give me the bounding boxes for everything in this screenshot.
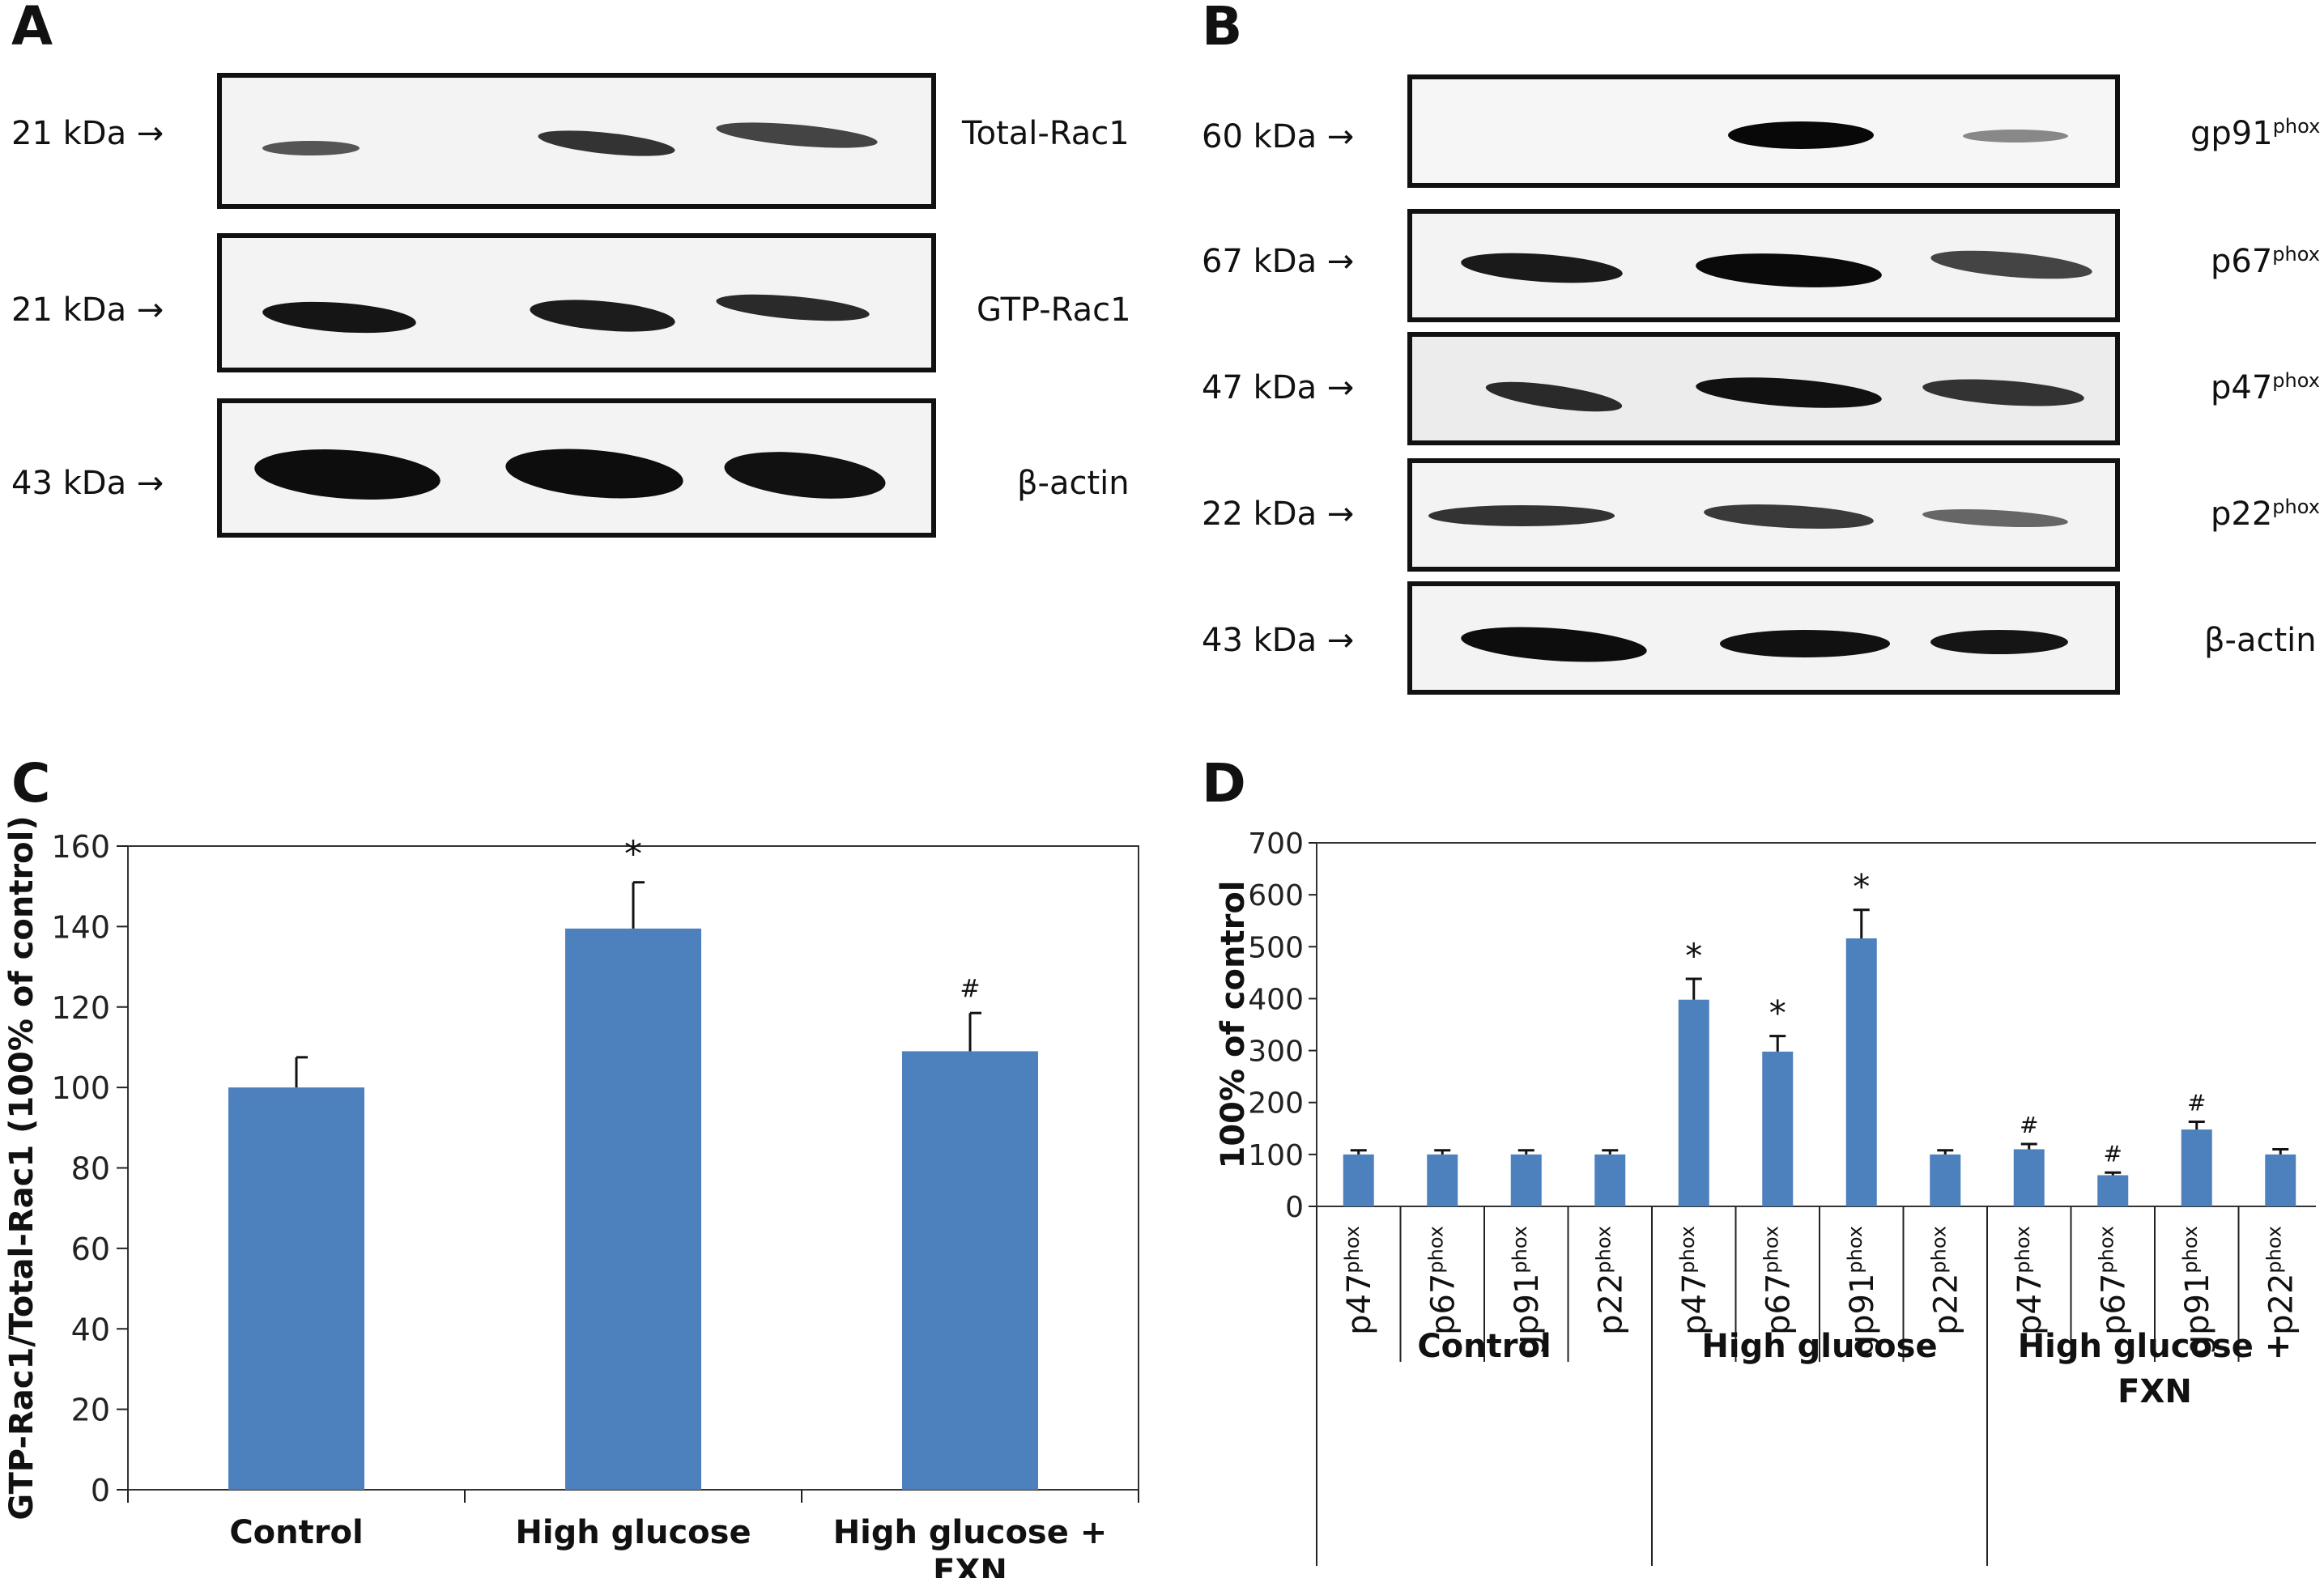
y-tick-label: 160: [51, 829, 110, 865]
y-tick-label: 100: [1248, 1139, 1304, 1172]
blot-a-3-kda: 43 kDa →: [11, 465, 164, 502]
blot-b-p47phox: [1407, 332, 2120, 445]
significance-marker: *: [624, 834, 642, 875]
y-tick-label: 0: [91, 1473, 110, 1508]
y-tick-label: 400: [1248, 983, 1304, 1016]
blot-b-3-label: p47phox: [2211, 369, 2320, 406]
bar: [1845, 938, 1877, 1206]
blot-b-p67phox: [1407, 209, 2120, 322]
blot-a-1-label: Total-Rac1: [962, 115, 1130, 152]
x-category-label: High glucose + FXN: [833, 1514, 1108, 1578]
chart-c: 0 20 40 60 80 100 120 140 160 GTP-Rac1/Total-Rac1…: [3, 815, 1139, 1578]
panel-letter-d: D: [1202, 752, 1246, 815]
bar: [1510, 1154, 1542, 1206]
x-subcategory-label: gp91phox: [1509, 1226, 1546, 1355]
blot-b-2-kda: 67 kDa →: [1202, 243, 1355, 280]
x-subcategory-label: p47phox: [1341, 1226, 1378, 1335]
bar: [2097, 1175, 2129, 1206]
y-tick-label: 140: [51, 909, 110, 945]
blot-b-gp91phox: [1407, 74, 2120, 188]
blot-b-4-kda: 22 kDa →: [1202, 496, 1355, 533]
bar: [228, 1087, 364, 1490]
y-tick-label: 60: [71, 1231, 110, 1267]
x-subcategory-label: p67phox: [1760, 1226, 1797, 1335]
x-subcategory-label: p67phox: [1424, 1226, 1462, 1335]
significance-marker: *: [1769, 993, 1786, 1033]
bar: [1678, 999, 1709, 1206]
significance-marker: #: [2187, 1089, 2206, 1116]
y-tick-label: 200: [1248, 1087, 1304, 1121]
bar: [1343, 1154, 1374, 1206]
y-tick-label: 700: [1248, 827, 1304, 861]
y-tick-label: 120: [51, 990, 110, 1026]
blot-b-4-label: p22phox: [2211, 496, 2320, 533]
bar: [1762, 1051, 1794, 1206]
blot-b-5-kda: 43 kDa →: [1202, 622, 1355, 659]
plot-frame: [1316, 842, 2316, 1207]
blot-a-3-label: β-actin: [1017, 465, 1130, 502]
significance-marker: #: [2020, 1112, 2038, 1138]
y-axis-label: 100% of control: [1215, 880, 1252, 1168]
panel-letter-a: A: [11, 0, 53, 57]
blot-a-1-kda: 21 kDa →: [11, 115, 164, 152]
x-subcategory-label: p22phox: [1592, 1226, 1629, 1335]
panel-letter-c: C: [11, 752, 51, 815]
x-subcategory-label: p22phox: [2262, 1226, 2300, 1335]
y-tick-label: 0: [1285, 1191, 1304, 1224]
significance-marker: *: [1853, 867, 1870, 907]
y-axis-label: GTP-Rac1/Total-Rac1 (100% of control): [3, 815, 40, 1520]
y-tick-label: 100: [51, 1070, 110, 1106]
bar: [1930, 1154, 1961, 1206]
x-group-label: High glucose + FXN: [2018, 1328, 2292, 1410]
significance-marker: #: [960, 975, 980, 1003]
blot-a-total-rac1: [217, 73, 936, 209]
bar: [1427, 1154, 1458, 1206]
x-subcategory-label: p47phox: [2011, 1226, 2049, 1335]
x-group-label: High glucose: [1701, 1328, 1937, 1365]
x-subcategory-label: gp91phox: [1844, 1226, 1881, 1355]
chart-d: 0 100 200 300 400 500 600 700 100% of control p47…: [1215, 827, 2316, 1566]
y-tick-label: 40: [71, 1312, 110, 1347]
y-tick-label: 20: [71, 1393, 110, 1428]
bar: [2013, 1149, 2045, 1206]
bar: [565, 928, 701, 1490]
bar: [1594, 1154, 1626, 1206]
bar: [902, 1051, 1038, 1490]
x-category-label: High glucose: [515, 1514, 751, 1551]
panel-letter-b: B: [1202, 0, 1243, 57]
bar: [2265, 1154, 2296, 1206]
blot-b-1-kda: 60 kDa →: [1202, 118, 1355, 155]
y-tick-label: 80: [71, 1151, 110, 1187]
x-subcategory-label: p22phox: [1927, 1226, 1964, 1335]
y-tick-label: 500: [1248, 931, 1304, 964]
y-tick-label: 600: [1248, 879, 1304, 912]
significance-marker: *: [1685, 936, 1702, 976]
blot-a-2-kda: 21 kDa →: [11, 291, 164, 329]
x-group-label: Control: [1417, 1328, 1551, 1365]
bar: [2181, 1129, 2212, 1206]
x-subcategory-label: p67phox: [2095, 1226, 2132, 1335]
blot-a-2-label: GTP-Rac1: [977, 291, 1131, 329]
blot-b-p22phox: [1407, 458, 2120, 572]
blot-b-beta-actin: [1407, 581, 2120, 695]
significance-marker: #: [2104, 1140, 2122, 1167]
blot-b-1-label: gp91phox: [2190, 115, 2321, 152]
blot-b-3-kda: 47 kDa →: [1202, 369, 1355, 406]
blot-b-5-label: β-actin: [2204, 622, 2317, 659]
x-subcategory-label: p47phox: [1676, 1226, 1713, 1335]
y-tick-label: 300: [1248, 1036, 1304, 1069]
blot-a-beta-actin: [217, 398, 936, 538]
blot-b-2-label: p67phox: [2211, 243, 2320, 280]
x-category-label: Control: [229, 1514, 363, 1551]
blot-a-gtp-rac1: [217, 233, 936, 372]
x-subcategory-label: gp91phox: [2179, 1226, 2216, 1355]
